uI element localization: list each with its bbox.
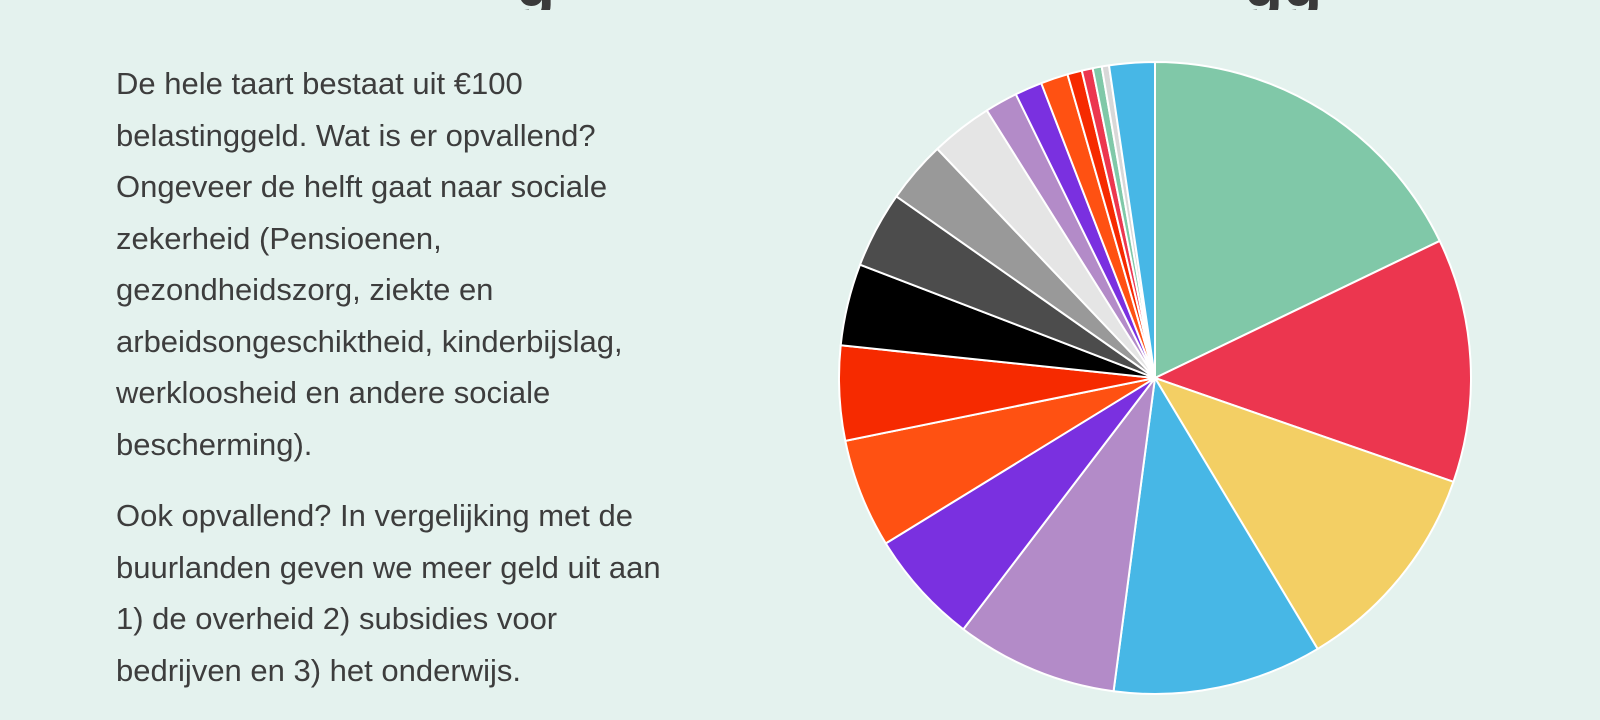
intro-text: De hele taart bestaat uit €100 belasting… [116, 58, 676, 716]
pie-slice-20 [1107, 61, 1156, 379]
pie-slice-2 [1154, 239, 1472, 483]
pie-slice-1 [1154, 61, 1441, 379]
pie-slice-3 [1154, 377, 1455, 650]
intro-paragraph-2: Ook opvallend? In vergelijking met de bu… [116, 498, 661, 688]
intro-paragraph-1: De hele taart bestaat uit €100 belasting… [116, 66, 623, 462]
page-heading-fragment: g gg [0, 0, 1600, 10]
pie-slice-4 [1112, 377, 1319, 695]
pie-slice-5 [962, 377, 1156, 693]
